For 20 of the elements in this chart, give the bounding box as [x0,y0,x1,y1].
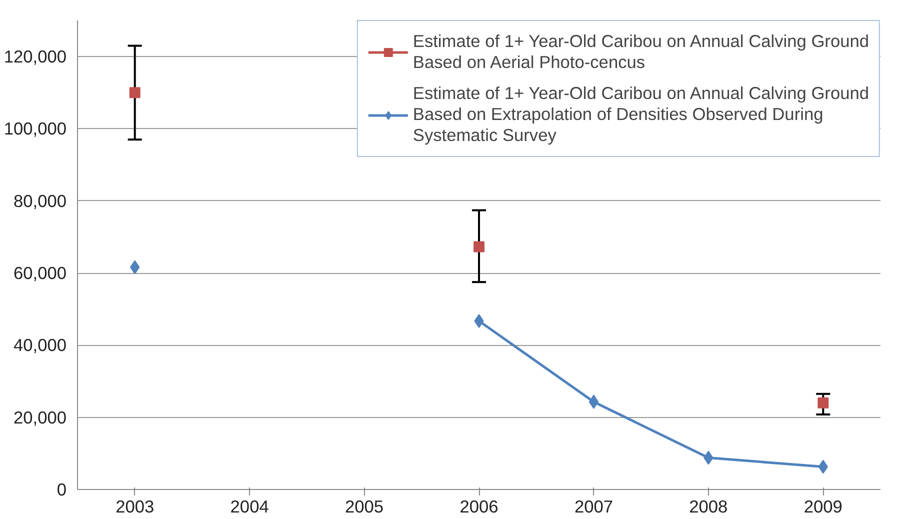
x-tick-label: 2006 [460,496,498,516]
point [474,241,484,252]
x-tick-label: 2003 [116,496,154,516]
x-tick-label: 2008 [689,496,728,516]
point [818,397,829,408]
y-tick-label: 120,000 [4,46,67,67]
point [129,87,140,98]
point [588,394,599,409]
y-tick-label: 40,000 [14,335,66,356]
x-tick-label: 2007 [574,496,614,516]
x-tick-label: 2005 [345,496,384,516]
y-tick-label: 100,000 [4,118,67,139]
x-tick-label: 2009 [804,496,842,516]
y-tick-label: 0 [56,480,67,500]
y-tick-label: 80,000 [14,190,66,211]
legend-label: Estimate of 1+ Year-Old Caribou on Annual Calving Ground Based on Extrapolation of Densities Observed During Systematic Survey [412,83,869,146]
x-tick-label: 2004 [230,496,270,516]
legend-label: Estimate of 1+ Year-Old Caribou on Annual Calving Ground Based on Aerial Photo-cencus [412,31,869,73]
y-tick-label: 20,000 [14,407,66,428]
y-tick-label: 60,000 [14,263,66,284]
